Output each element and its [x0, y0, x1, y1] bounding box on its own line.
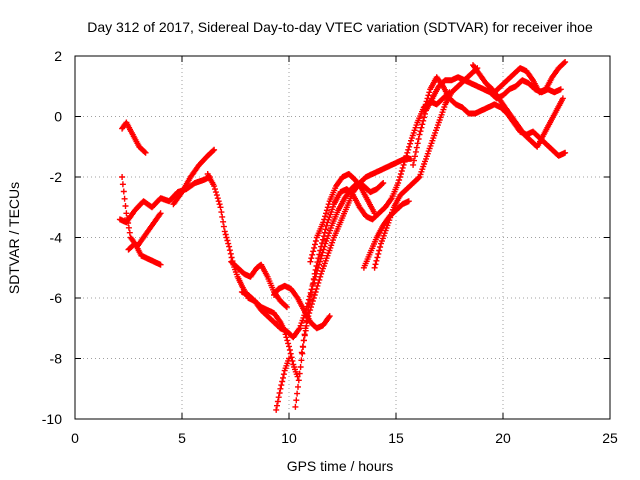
- y-tick-label: -6: [50, 290, 63, 306]
- data-points: [170, 146, 218, 208]
- y-axis-label: SDTVAR / TECUs: [6, 182, 22, 294]
- x-tick-label: 15: [388, 430, 404, 446]
- series-track-10: [273, 355, 292, 413]
- series-track-1: [119, 119, 149, 156]
- data-points: [298, 89, 453, 356]
- series-track-3: [125, 240, 164, 268]
- data-points: [125, 240, 164, 268]
- series-track-12: [298, 89, 453, 356]
- x-tick-label: 5: [178, 430, 186, 446]
- series-track-13: [307, 171, 378, 265]
- y-tick-label: -8: [50, 351, 63, 367]
- series-track-5: [170, 146, 218, 208]
- series-track-18: [470, 62, 566, 150]
- data-points: [271, 282, 333, 332]
- x-tick-label: 25: [602, 430, 618, 446]
- data-points: [119, 119, 149, 156]
- chart-title: Day 312 of 2017, Sidereal Day-to-day VTE…: [87, 19, 593, 35]
- axis-ticks: 0 5 10 15 20 25 -10 -8 -6 -4 -2 0 2: [42, 48, 618, 446]
- data-points: [273, 355, 292, 413]
- x-axis-label: GPS time / hours: [287, 458, 394, 474]
- data-layer: [116, 59, 569, 413]
- y-tick-label: -10: [42, 411, 62, 427]
- data-points: [307, 171, 378, 265]
- data-points: [491, 59, 569, 96]
- y-tick-label: -4: [50, 230, 63, 246]
- grid: [75, 56, 610, 419]
- data-points: [470, 62, 566, 150]
- y-tick-label: 0: [54, 109, 62, 125]
- y-tick-label: 2: [54, 48, 62, 64]
- series-track-19: [491, 59, 569, 96]
- y-tick-label: -2: [50, 169, 63, 185]
- x-tick-label: 0: [71, 430, 79, 446]
- x-tick-label: 10: [281, 430, 297, 446]
- x-tick-label: 20: [495, 430, 511, 446]
- series-track-9: [271, 282, 333, 332]
